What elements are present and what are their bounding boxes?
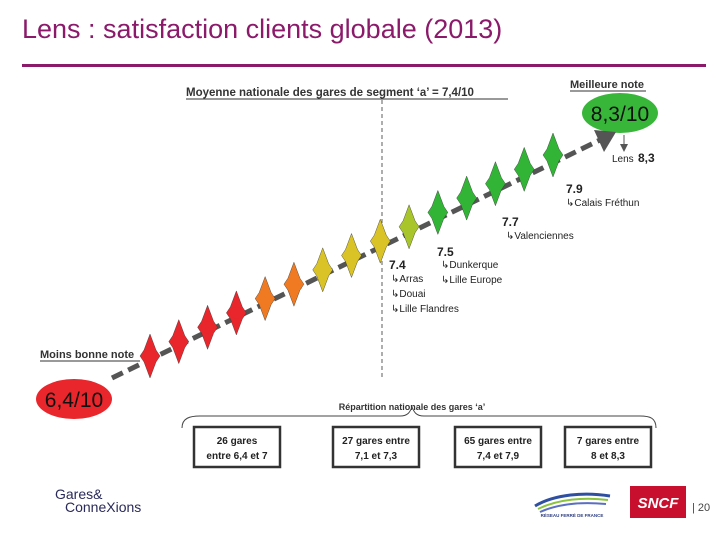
star-core (431, 206, 444, 219)
score-star (197, 304, 218, 350)
national-average-note: Moyenne nationale des gares de segment ‘… (186, 87, 474, 99)
progression-arrowhead (594, 130, 616, 152)
sncf-text: SNCF (638, 495, 680, 512)
gares-connexions-logo: Gares& ConneXions (55, 486, 142, 515)
star-core (547, 149, 559, 161)
lens-label: Lens (612, 154, 634, 165)
score-star (254, 276, 276, 322)
logo-line1: Gares& (55, 486, 103, 502)
box-line1: 7 gares entre (577, 436, 640, 447)
sncf-logo: SNCF (630, 486, 686, 518)
best-note-value: 8,3/10 (591, 103, 649, 126)
annotation-79: 7.9 ↳Calais Fréthun (566, 182, 639, 209)
logo-line2: ConneXions (65, 499, 142, 515)
annotation-station: ↳Dunkerque (441, 260, 499, 271)
best-note-bubble (582, 93, 658, 133)
annotation-station: ↳Calais Fréthun (566, 198, 639, 209)
stars-layer (139, 132, 564, 379)
score-star (370, 218, 391, 264)
score-star (456, 175, 477, 221)
star-core (287, 278, 300, 291)
annotation-77: 7.7 ↳Valenciennes (502, 215, 574, 242)
annotation-station: ↳Lille Flandres (391, 304, 459, 315)
star-core (518, 163, 531, 176)
box-line1: 27 gares entre (342, 436, 410, 447)
title-rule (22, 64, 706, 67)
page-number: | 20 (692, 502, 711, 514)
star-core (259, 292, 272, 305)
box-line1: 26 gares (217, 436, 258, 447)
score-star (542, 132, 564, 178)
annotation-74: 7.4 ↳Arras ↳Douai ↳Lille Flandres (389, 258, 459, 315)
annotation-score: 7.5 (437, 245, 454, 259)
distribution-box-3: 65 gares entre 7,4 et 7,9 (453, 425, 543, 469)
star-core (144, 350, 156, 362)
annotation-score: 7.4 (389, 258, 406, 272)
star-core (345, 249, 358, 262)
score-star (283, 261, 305, 307)
box-line2: 8 et 8,3 (591, 451, 625, 462)
score-star (226, 290, 247, 336)
distribution-brace (181, 405, 657, 429)
distribution-box-2: 27 gares entre 7,1 et 7,3 (331, 425, 421, 469)
score-star (485, 161, 506, 207)
score-star (312, 247, 333, 293)
box-line2: 7,4 et 7,9 (477, 451, 520, 462)
annotation-station: ↳Lille Europe (441, 275, 503, 286)
box-line1: 65 gares entre (464, 436, 532, 447)
star-core (489, 177, 502, 190)
annotation-score: 7.7 (502, 215, 519, 229)
star-core (172, 335, 185, 348)
annotation-station: ↳Arras (391, 274, 423, 285)
annotation-score: 7.9 (566, 182, 583, 196)
score-star (398, 204, 420, 250)
star-core (230, 306, 243, 319)
distribution-box-4: 7 gares entre 8 et 8,3 (563, 425, 653, 469)
box-line2: 7,1 et 7,3 (355, 451, 398, 462)
annotation-station: ↳Valenciennes (506, 231, 574, 242)
score-star (341, 232, 362, 279)
score-star (513, 146, 535, 192)
star-core (201, 321, 214, 334)
best-note-label: Meilleure note (570, 79, 644, 91)
rff-logo: RÉSEAU FERRÉ DE FRANCE (534, 492, 611, 518)
star-core (316, 263, 329, 276)
score-star (427, 189, 449, 235)
worst-note-value: 6,4/10 (45, 389, 103, 412)
score-star (139, 333, 161, 379)
star-core (374, 235, 387, 248)
rff-text: RÉSEAU FERRÉ DE FRANCE (541, 511, 604, 518)
worst-note-bubble (36, 379, 112, 419)
annotation-station: ↳Douai (391, 289, 426, 300)
star-core (403, 220, 416, 233)
distribution-box-1: 26 gares entre 6,4 et 7 (192, 425, 282, 469)
star-core (460, 192, 473, 205)
worst-note-label: Moins bonne note (40, 349, 134, 361)
slide-title: Lens : satisfaction clients globale (201… (22, 14, 503, 44)
box-line2: entre 6,4 et 7 (206, 451, 268, 462)
score-star (168, 319, 190, 365)
annotation-75: 7.5 ↳Dunkerque ↳Lille Europe (437, 245, 503, 286)
lens-value: 8,3 (638, 151, 655, 165)
